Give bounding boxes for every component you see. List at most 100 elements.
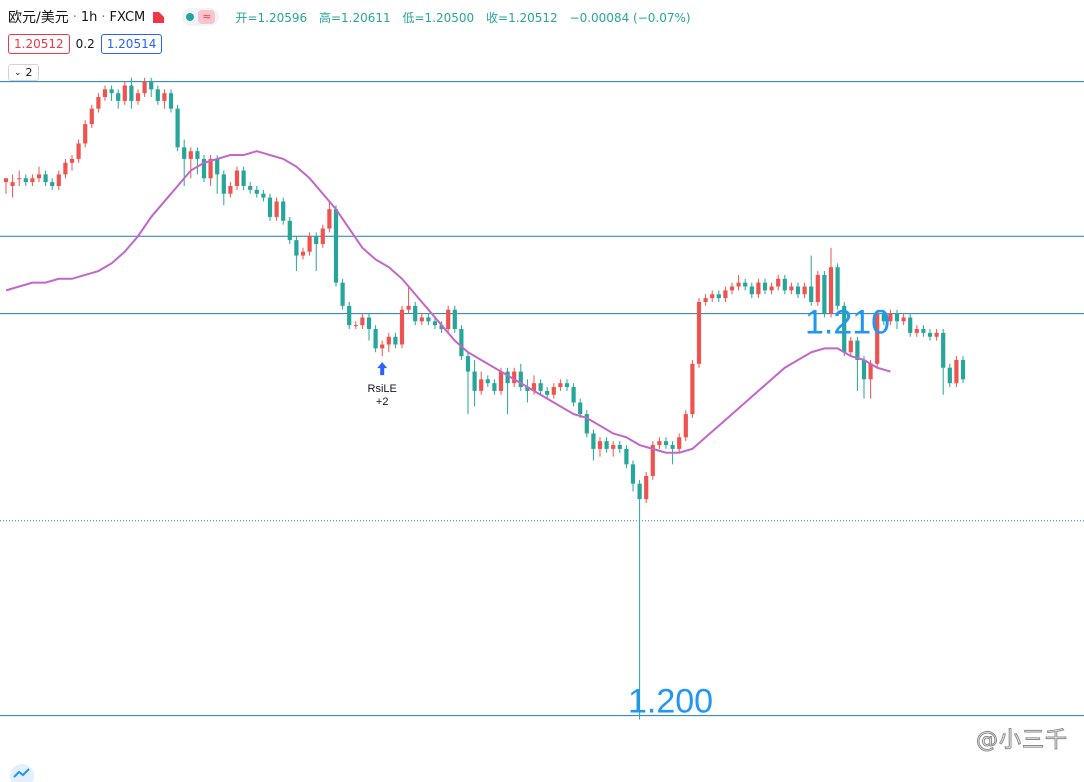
candle-body <box>531 383 537 391</box>
candle <box>472 359 477 407</box>
candle-body <box>43 174 48 183</box>
candle-body <box>109 89 114 94</box>
candle-body <box>881 313 886 322</box>
candle <box>69 155 75 171</box>
candle <box>386 332 391 353</box>
candle <box>333 205 339 287</box>
candle <box>591 429 596 461</box>
chart-header: 欧元/美元 · 1h · FXCM ≈ 开=1.20596 高=1.20611 … <box>8 6 691 28</box>
high-value: 高=1.20611 <box>318 10 391 25</box>
candle <box>518 363 523 391</box>
candle <box>366 313 372 341</box>
candle <box>657 437 662 449</box>
candle <box>102 85 108 101</box>
candle <box>749 282 754 299</box>
candle <box>274 197 279 221</box>
candle <box>927 329 933 341</box>
candle <box>630 460 636 492</box>
candle-body <box>83 124 88 144</box>
candle-body <box>201 158 207 179</box>
candle-body <box>736 282 741 287</box>
wave-icon: ≈ <box>198 10 216 24</box>
candle-body <box>465 356 471 372</box>
candle <box>617 441 622 453</box>
candle <box>149 77 154 98</box>
candle <box>584 410 589 438</box>
candle-body <box>221 174 226 194</box>
candle-body <box>743 282 748 287</box>
candle-body <box>921 329 926 333</box>
symbol-name[interactable]: 欧元/美元 <box>8 10 69 26</box>
candle-body <box>657 441 662 446</box>
candle-body <box>340 282 345 306</box>
interval[interactable]: 1h <box>80 9 98 25</box>
candle-body <box>300 251 306 256</box>
candle <box>578 398 583 418</box>
watermark-text: @小三千 <box>975 728 1068 754</box>
candle-body <box>637 483 642 500</box>
status-pill[interactable]: ≈ <box>182 8 220 26</box>
candle-body <box>597 441 603 449</box>
candle-body <box>571 387 576 403</box>
candle-body <box>122 85 127 101</box>
candle <box>960 356 966 384</box>
candle <box>558 379 563 391</box>
candle <box>710 290 715 302</box>
candle-body <box>868 363 873 380</box>
candle <box>901 313 906 326</box>
candle-body <box>518 371 523 388</box>
candle <box>129 77 134 109</box>
candle-body <box>17 178 22 180</box>
candle <box>432 317 438 330</box>
candle-body <box>908 317 913 333</box>
candle-body <box>439 325 444 330</box>
candle <box>861 356 867 399</box>
candle <box>10 174 15 198</box>
candle <box>795 282 801 299</box>
candle-body <box>769 286 774 291</box>
candle <box>234 166 240 190</box>
candle <box>142 77 147 98</box>
candle-body <box>446 309 451 330</box>
candle <box>815 271 820 306</box>
candle-body <box>624 448 629 465</box>
candle-body <box>690 363 695 415</box>
candle <box>413 301 418 326</box>
candle-body <box>710 294 715 299</box>
candle <box>307 232 312 256</box>
tradingview-logo-icon[interactable] <box>8 762 36 782</box>
candle <box>439 321 444 333</box>
candle <box>762 278 768 295</box>
candle-body <box>842 305 847 353</box>
candle-body <box>538 383 543 391</box>
candle-body <box>927 332 933 337</box>
candle-body <box>558 383 563 388</box>
candle-body <box>795 286 801 295</box>
candle <box>485 375 490 388</box>
candle-body <box>50 182 55 186</box>
candle-body <box>591 433 596 449</box>
candle <box>868 359 873 399</box>
candle-body <box>512 371 517 384</box>
candle-body <box>228 185 233 194</box>
candle <box>479 371 484 395</box>
flag-icon[interactable] <box>153 11 165 23</box>
candle-body <box>241 170 246 186</box>
candle-body <box>782 278 787 291</box>
level-labels: 1.210 1.200 <box>628 304 890 721</box>
candle-body <box>525 387 530 391</box>
indicators-toggle-button[interactable]: ⌄ 2 <box>8 64 39 81</box>
buy-button[interactable]: 1.20514 <box>100 34 163 54</box>
candle <box>743 278 748 291</box>
candle <box>736 274 741 291</box>
candle <box>43 170 48 186</box>
candle <box>50 178 55 190</box>
candle-body <box>545 390 550 395</box>
sell-button[interactable]: 1.20512 <box>8 34 70 54</box>
candle-body <box>267 197 273 217</box>
candle <box>947 363 952 388</box>
candle <box>201 155 207 183</box>
candle-body <box>815 274 820 302</box>
candle <box>941 329 946 395</box>
